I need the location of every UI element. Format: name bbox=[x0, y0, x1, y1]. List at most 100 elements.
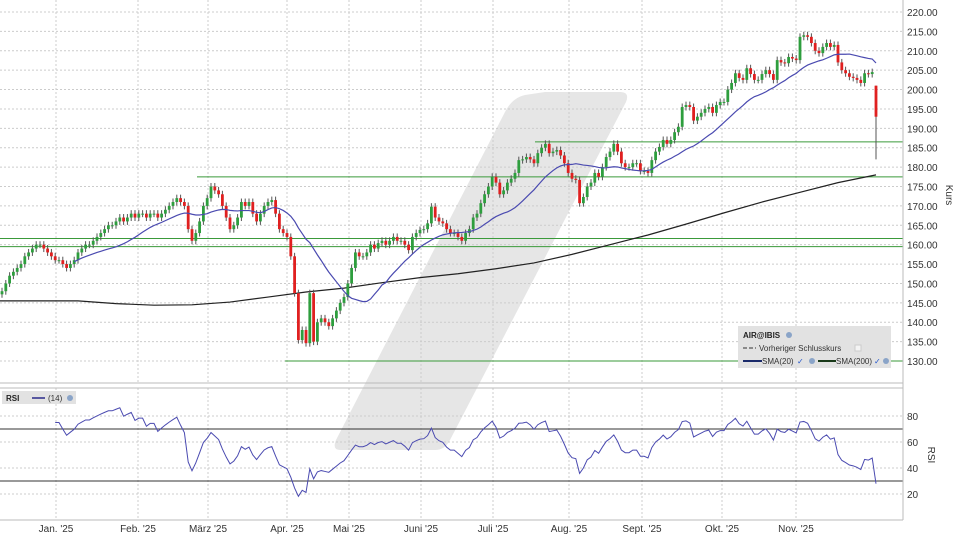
settings-icon[interactable] bbox=[67, 395, 73, 401]
candle-down bbox=[285, 233, 289, 237]
candle-down bbox=[737, 73, 741, 78]
legend-sma20: SMA(20) bbox=[762, 357, 794, 366]
candle-up bbox=[487, 186, 490, 195]
candle-up bbox=[658, 146, 661, 152]
y-tick-label: 190.00 bbox=[907, 124, 938, 135]
candle-down bbox=[749, 68, 752, 75]
candle-down bbox=[221, 194, 224, 206]
candle-up bbox=[15, 267, 19, 272]
y-tick-label: 200.00 bbox=[907, 86, 938, 97]
x-tick-label: Juli '25 bbox=[478, 524, 509, 535]
candle-up bbox=[365, 252, 369, 257]
candle-down bbox=[213, 186, 217, 191]
candle-up bbox=[148, 213, 152, 218]
candle-up bbox=[544, 143, 547, 148]
candle-up bbox=[194, 233, 198, 241]
candle-up bbox=[627, 167, 631, 169]
candle-down bbox=[407, 244, 410, 251]
candle-up bbox=[338, 302, 342, 311]
candle-up bbox=[0, 291, 4, 295]
rsi-legend: RSI (14) bbox=[2, 391, 76, 404]
candle-down bbox=[711, 107, 714, 113]
candle-down bbox=[61, 260, 65, 265]
candle-up bbox=[483, 194, 486, 204]
candle-down bbox=[217, 190, 220, 195]
settings-icon[interactable] bbox=[809, 358, 815, 364]
y-tick-label: 155.00 bbox=[907, 260, 938, 271]
candle-down bbox=[190, 229, 194, 241]
candle-up bbox=[232, 225, 236, 230]
y-tick-label: 210.00 bbox=[907, 47, 938, 58]
candle-up bbox=[555, 150, 559, 152]
candle-down bbox=[688, 105, 692, 108]
prev-close-checkbox[interactable] bbox=[854, 344, 862, 352]
candle-down bbox=[255, 213, 258, 222]
candle-up bbox=[669, 139, 673, 144]
candle-up bbox=[346, 283, 350, 298]
candle-down bbox=[445, 223, 448, 230]
candle-up bbox=[76, 252, 80, 261]
x-tick-label: Nov. '25 bbox=[778, 524, 814, 535]
candle-down bbox=[639, 163, 642, 171]
y-tick-label: 160.00 bbox=[907, 241, 938, 252]
candle-up bbox=[452, 233, 456, 235]
rsi-tick-label: 40 bbox=[907, 464, 919, 475]
candle-up bbox=[12, 271, 15, 276]
rsi-axis-label: RSI bbox=[925, 447, 936, 464]
candle-up bbox=[680, 107, 684, 127]
candle-up bbox=[300, 329, 304, 341]
candle-down bbox=[829, 43, 832, 47]
rsi-panel bbox=[0, 407, 903, 498]
candle-up bbox=[266, 202, 270, 206]
y-axis-label: Kurs bbox=[943, 185, 954, 206]
candle-up bbox=[69, 264, 72, 268]
sma200-check-icon[interactable]: ✓ bbox=[874, 357, 881, 366]
candle-up bbox=[91, 240, 95, 245]
candle-down bbox=[357, 252, 361, 257]
candle-down bbox=[547, 143, 551, 154]
candle-up bbox=[31, 248, 34, 253]
y-tick-label: 140.00 bbox=[907, 318, 938, 329]
candle-down bbox=[783, 62, 787, 64]
candle-up bbox=[308, 293, 312, 344]
x-tick-label: Juni '25 bbox=[404, 524, 439, 535]
rsi-period: (14) bbox=[48, 394, 63, 403]
candle-down bbox=[741, 77, 745, 80]
candle-down bbox=[437, 217, 441, 222]
candle-up bbox=[540, 147, 543, 154]
candle-up bbox=[863, 73, 866, 83]
candle-up bbox=[126, 217, 129, 222]
candle-up bbox=[34, 244, 38, 249]
candle-up bbox=[202, 205, 205, 222]
candle-up bbox=[418, 229, 422, 234]
candle-down bbox=[563, 155, 566, 164]
candles bbox=[0, 31, 878, 347]
candle-up bbox=[642, 170, 646, 172]
candle-down bbox=[65, 264, 68, 268]
candle-up bbox=[88, 244, 91, 246]
candle-down bbox=[42, 244, 46, 249]
candle-down bbox=[460, 236, 464, 241]
candle-down bbox=[228, 217, 232, 230]
candle-down bbox=[145, 213, 148, 218]
candle-up bbox=[509, 178, 513, 183]
settings-icon[interactable] bbox=[883, 358, 889, 364]
candle-down bbox=[772, 74, 775, 80]
candle-down bbox=[791, 56, 794, 59]
candle-up bbox=[350, 267, 353, 284]
rsi-line bbox=[55, 407, 877, 498]
candle-up bbox=[471, 217, 475, 230]
candle-up bbox=[699, 112, 703, 117]
settings-icon[interactable] bbox=[786, 332, 792, 338]
candle-up bbox=[19, 264, 23, 268]
candle-down bbox=[395, 236, 399, 241]
candle-up bbox=[506, 182, 509, 191]
candle-down bbox=[817, 50, 821, 54]
candle-up bbox=[331, 318, 334, 327]
candle-up bbox=[259, 213, 262, 222]
candle-up bbox=[342, 297, 346, 303]
candle-down bbox=[186, 205, 190, 230]
candle-down bbox=[50, 252, 53, 257]
candle-up bbox=[80, 248, 84, 253]
sma20-check-icon[interactable]: ✓ bbox=[797, 357, 804, 366]
